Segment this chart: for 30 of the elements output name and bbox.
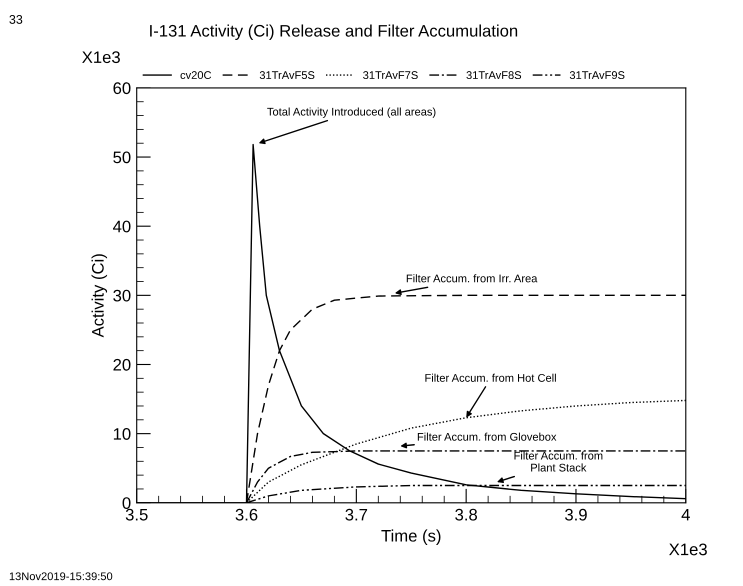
x-tick-label: 3.9	[565, 508, 587, 521]
x-tick-label: 3.5	[126, 508, 148, 521]
legend-label: 31TrAvF7S	[363, 71, 418, 80]
x-axis-title: Time (s)	[381, 529, 440, 545]
x-tick-label: 3.7	[345, 508, 368, 521]
y-tick-label: 40	[113, 220, 131, 232]
annotation: Filter Accum. from Hot Cell	[425, 374, 556, 382]
x-tick-label: 4	[682, 508, 690, 520]
text: X1e3	[82, 51, 120, 64]
y-tick-label: 60	[113, 82, 131, 94]
y-tick-label: 20	[113, 358, 131, 371]
annotation: Total Activity Introduced (all areas)	[267, 107, 436, 118]
y-tick-label: 0	[122, 497, 131, 509]
annotation: Filter Accum. from Glovebox	[418, 432, 556, 441]
chart-title: I-131 Activity (Ci) Release and Filter Accumulation	[150, 24, 518, 40]
y-axis-title: Activity (Ci)	[92, 254, 108, 338]
text: 13Nov2019-15:39:50	[10, 572, 112, 580]
legend-label: 31TrAvF8S	[466, 71, 522, 80]
y-tick-label: 10	[114, 428, 131, 440]
legend-label: 31TrAvF5S	[260, 71, 314, 80]
y-tick-label: 50	[113, 151, 131, 164]
x-tick-label: 3.6	[236, 508, 258, 521]
legend-label: 31TrAvF9S	[570, 71, 624, 80]
y-tick-label: 30	[113, 290, 131, 302]
x-tick-label: 3.8	[455, 508, 478, 521]
annotation: Filter Accum. from Irr. Area	[406, 274, 538, 282]
annotation: Filter Accum. from Plant Stack	[514, 451, 602, 472]
text: 33	[9, 15, 22, 24]
text: X1e3	[669, 544, 707, 556]
legend-label: cv20C	[180, 71, 212, 80]
